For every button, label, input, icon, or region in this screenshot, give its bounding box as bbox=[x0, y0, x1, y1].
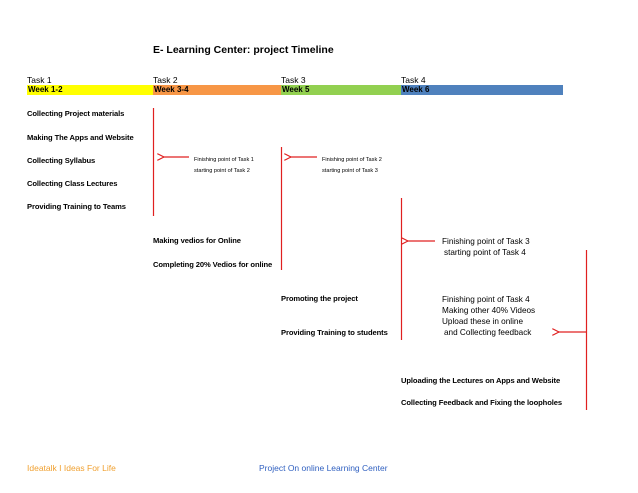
task4-item: Collecting Feedback and Fixing the looph… bbox=[401, 398, 562, 407]
note-1-line1: Finishing point of Task 1 bbox=[194, 157, 254, 163]
page-title: E- Learning Center: project Timeline bbox=[153, 44, 334, 56]
task3-item: Promoting the project bbox=[281, 294, 358, 303]
task1-item: Collecting Syllabus bbox=[27, 156, 96, 165]
note-4-line4: and Collecting feedback bbox=[444, 328, 532, 337]
footer-brand: Ideatalk I Ideas For Life bbox=[27, 463, 116, 473]
task4-item: Uploading the Lectures on Apps and Websi… bbox=[401, 376, 561, 385]
note-3-line1: Finishing point of Task 3 bbox=[442, 237, 530, 246]
week-3-4-bar: Week 3-4 bbox=[153, 85, 281, 95]
task1-item: Providing Training to Teams bbox=[27, 202, 126, 211]
task1-item: Collecting Class Lectures bbox=[27, 179, 118, 188]
note-2-line1: Finishing point of Task 2 bbox=[322, 157, 382, 163]
note-4-line2: Making other 40% Videos bbox=[442, 306, 536, 315]
task1-item: Collecting Project materials bbox=[27, 109, 125, 118]
week-1-2-bar: Week 1-2 bbox=[27, 85, 153, 95]
task3-item: Providing Training to students bbox=[281, 328, 388, 337]
note-3-line2: starting point of Task 4 bbox=[444, 248, 526, 257]
task-4-label: Task 4 bbox=[401, 75, 426, 85]
note-1-line2: starting point of Task 2 bbox=[194, 168, 250, 174]
week-5-bar: Week 5 bbox=[281, 85, 401, 95]
note-4-line3: Upload these in online bbox=[442, 317, 524, 326]
task-2-label: Task 2 bbox=[153, 75, 178, 85]
task1-item: Making The Apps and Website bbox=[27, 133, 134, 142]
note-2-line2: starting point of Task 3 bbox=[322, 168, 378, 174]
footer-project-title: Project On online Learning Center bbox=[259, 463, 388, 473]
task-1-label: Task 1 bbox=[27, 75, 52, 85]
task2-item: Making vedios for Online bbox=[153, 236, 241, 245]
week-6-bar: Week 6 bbox=[401, 85, 563, 95]
task-3-label: Task 3 bbox=[281, 75, 306, 85]
task2-item: Completing 20% Vedios for online bbox=[153, 260, 273, 269]
note-4-line1: Finishing point of Task 4 bbox=[442, 295, 530, 304]
